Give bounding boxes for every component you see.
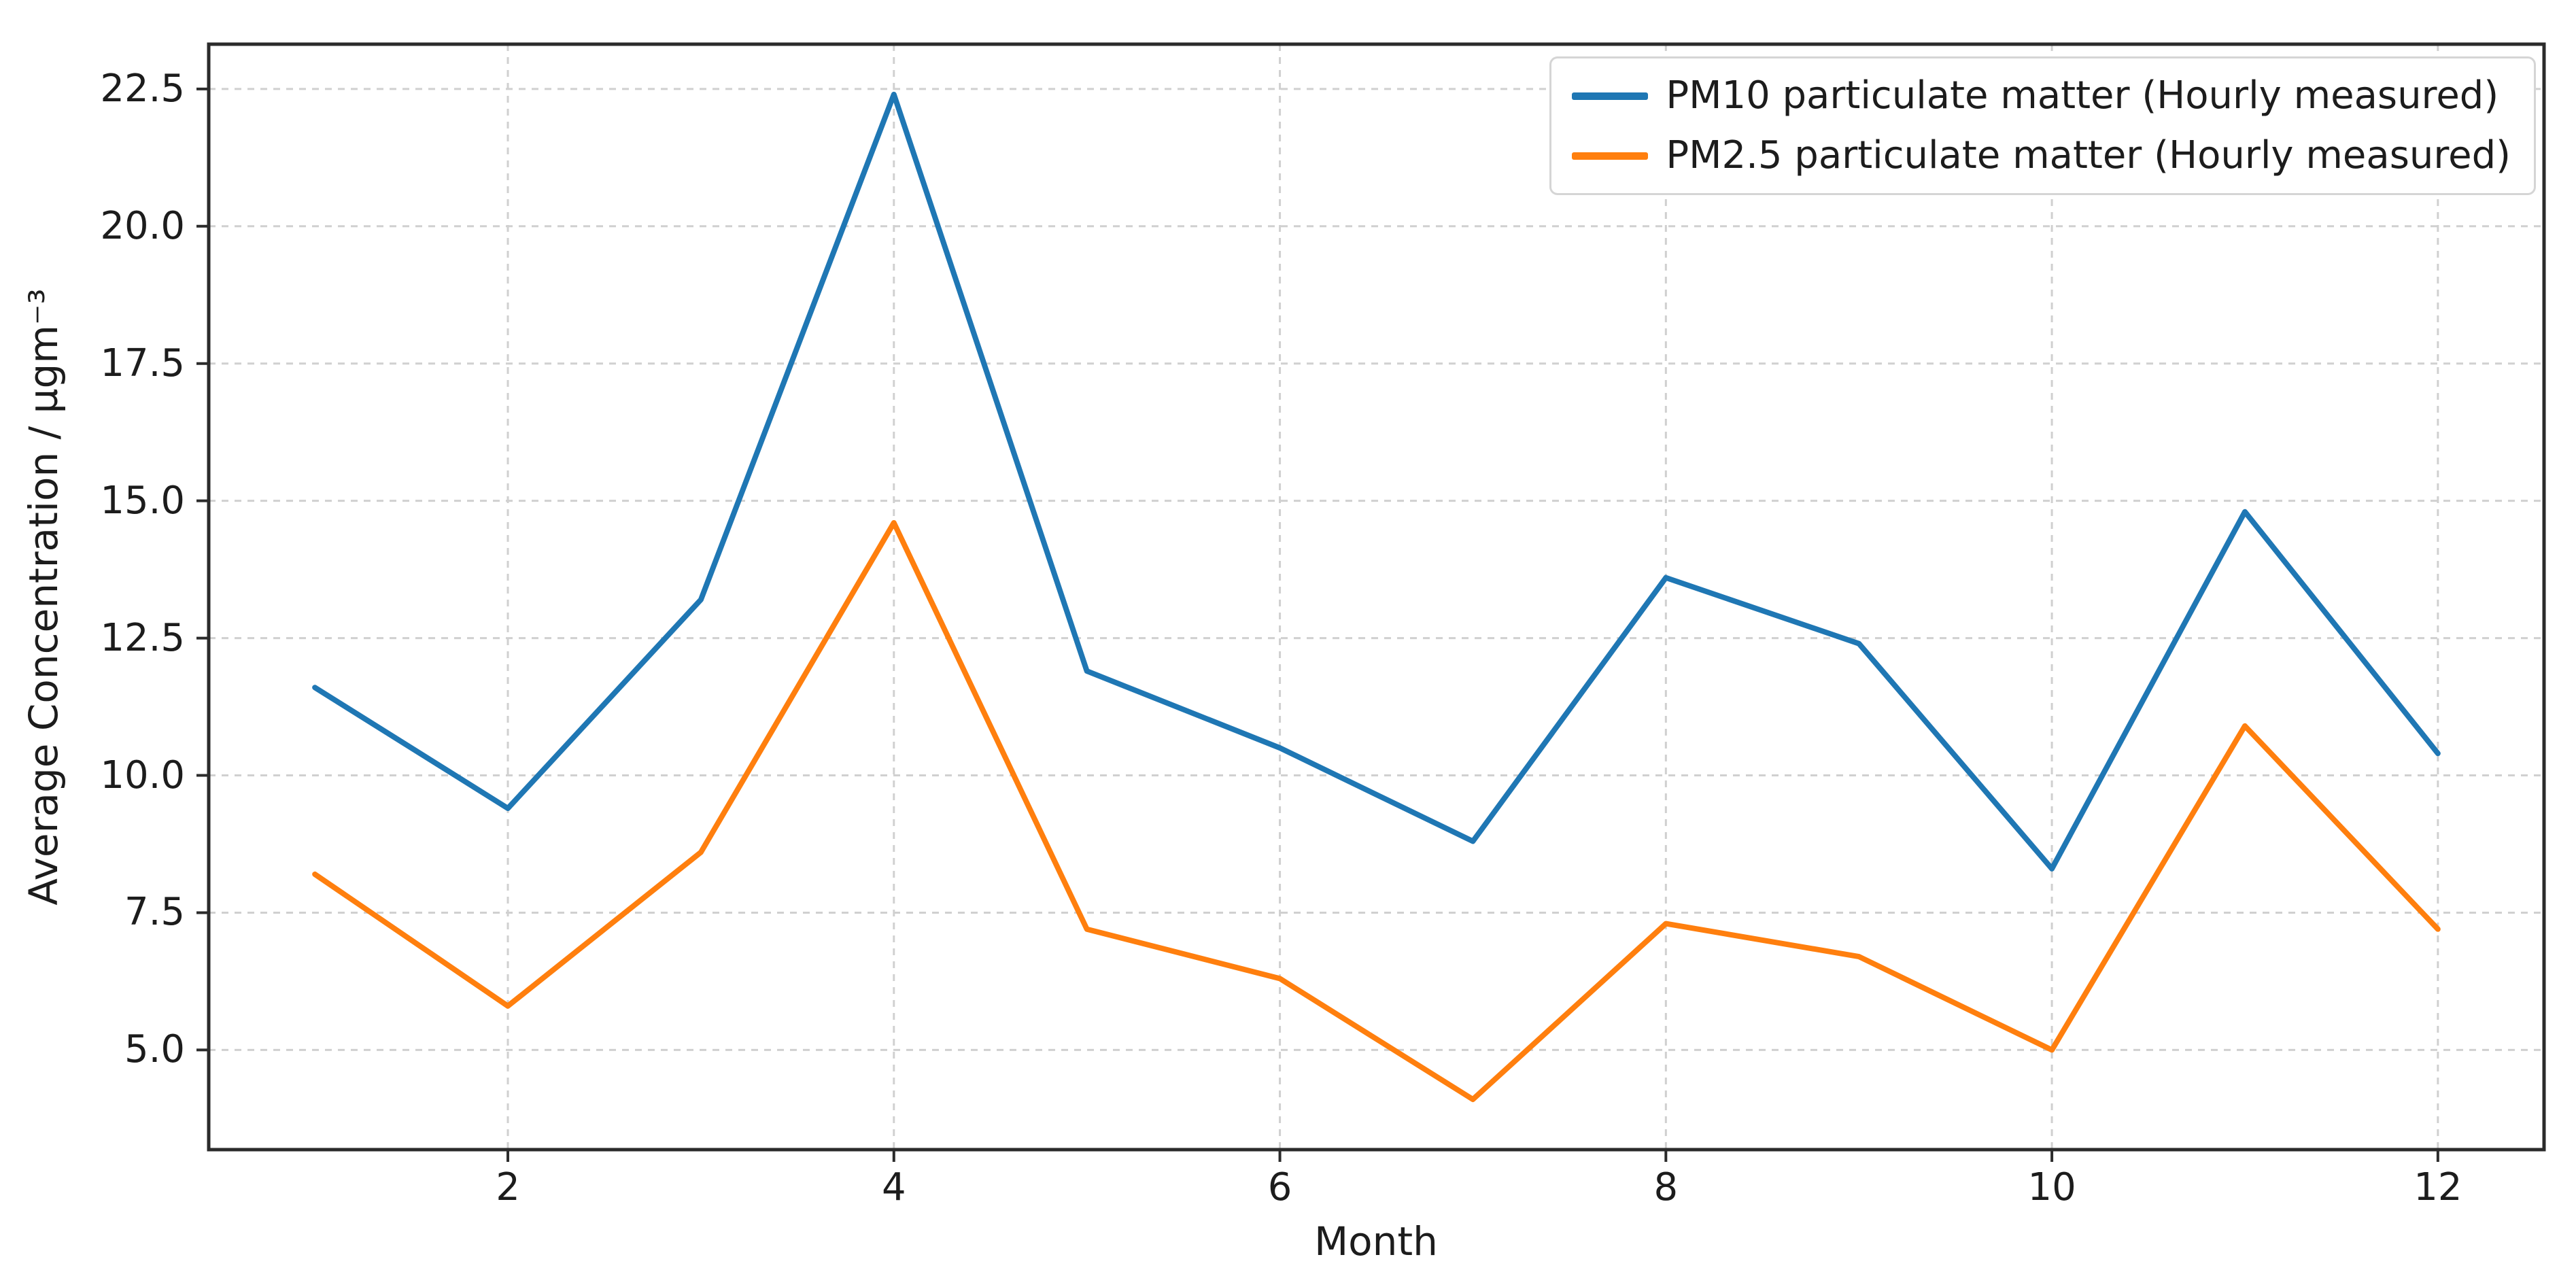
series-line-pm10 — [312, 91, 2441, 872]
series-line-pm25 — [312, 519, 2441, 1103]
y-tick-label: 5.0 — [124, 1027, 185, 1072]
axes-frame — [207, 42, 2546, 1152]
y-tick-label: 17.5 — [100, 341, 185, 385]
legend: PM10 particulate matter (Hourly measured… — [1549, 56, 2536, 195]
x-tick-label: 10 — [2027, 1165, 2076, 1209]
y-tick-label: 22.5 — [100, 66, 185, 111]
x-axis-label: Month — [1314, 1218, 1438, 1265]
x-tick-label: 8 — [1653, 1165, 1679, 1209]
legend-item-pm10: PM10 particulate matter (Hourly measured… — [1572, 73, 2511, 118]
legend-item-pm25: PM2.5 particulate matter (Hourly measure… — [1572, 133, 2511, 178]
x-tick-label: 2 — [496, 1165, 520, 1209]
legend-label-pm25: PM2.5 particulate matter (Hourly measure… — [1666, 133, 2511, 177]
legend-label-pm10: PM10 particulate matter (Hourly measured… — [1666, 73, 2499, 118]
y-tick-label: 20.0 — [100, 203, 185, 248]
x-tick-label: 12 — [2414, 1165, 2462, 1209]
y-tick-label: 10.0 — [100, 753, 185, 797]
x-tick-label: 4 — [881, 1165, 906, 1209]
y-tick-label: 12.5 — [100, 615, 185, 660]
pm25-line-swatch-icon — [1572, 152, 1649, 160]
y-tick-label: 7.5 — [124, 890, 185, 935]
x-tick-label: 6 — [1267, 1165, 1292, 1209]
y-tick-label: 15.0 — [100, 478, 185, 523]
pm10-line-swatch-icon — [1572, 92, 1649, 100]
y-axis-label: Average Concentration / µgm⁻³ — [20, 288, 67, 906]
